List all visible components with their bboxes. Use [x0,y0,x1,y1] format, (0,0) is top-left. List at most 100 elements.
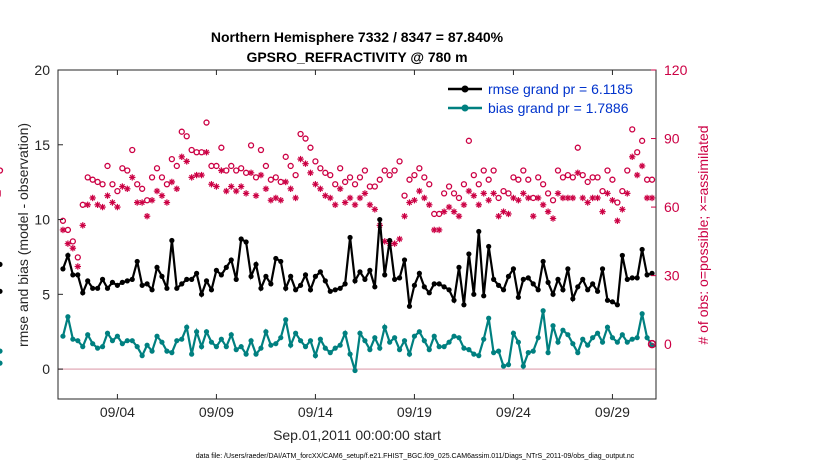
bias-point [337,342,343,348]
bias-point [495,348,502,354]
assimilated-point [287,185,294,193]
possible-point [356,174,364,181]
rmse-point [392,276,398,282]
possible-point [203,119,210,126]
y2-tick-label: 60 [664,199,680,215]
possible-point [455,194,463,202]
bias-point [362,338,368,344]
possible-point [341,178,349,186]
possible-point [485,176,492,183]
rmse-point [491,276,497,282]
bias-point [174,338,180,344]
bias-point [268,342,274,348]
possible-point [233,167,240,174]
bias-point [312,353,319,359]
possible-point [292,171,299,179]
assimilated-point [228,183,235,190]
assimilated-point [609,197,616,204]
possible-point [104,162,111,170]
rmse-point [149,287,155,293]
assimilated-point [450,208,458,215]
rmse-point [198,291,205,297]
rmse-point [129,276,135,282]
possible-point [84,174,91,181]
rmse-point [367,267,373,273]
bias-point [416,329,422,335]
rmse-point [387,237,393,244]
y-tick-label: 0 [42,361,50,377]
possible-point [183,133,190,140]
possible-point [396,158,403,165]
assimilated-point [79,222,86,229]
rmse-point [580,276,586,282]
possible-point [252,174,260,181]
possible-point [312,158,319,165]
rmse-point [416,270,422,276]
assimilated-point [277,197,284,204]
bias-point [644,335,650,341]
rmse-point [411,282,418,288]
bias-point [515,339,521,345]
possible-point [0,167,4,174]
rmse-point [649,270,655,276]
rmse-point [515,294,521,300]
possible-point [94,178,101,186]
possible-point [539,181,547,188]
possible-point [337,165,344,172]
rmse-point [436,281,442,287]
possible-point [614,199,621,206]
rmse-point [396,275,403,281]
bias-point [179,336,185,342]
bias-point [609,335,616,341]
assimilated-point [124,185,131,193]
bias-point [476,353,482,359]
bias-point [129,338,135,344]
assimilated-point [104,192,111,199]
rmse-point [154,264,160,270]
bias-point [243,351,249,357]
bias-point [619,332,625,338]
rmse-point [218,272,224,278]
assimilated-point [470,192,478,199]
assimilated-point [74,263,82,270]
rmse-point [169,237,175,244]
assimilated-point [332,201,339,208]
rmse-point [352,278,358,284]
y-tick-label: 15 [34,137,50,153]
assimilated-point [638,162,646,170]
x-tick-label: 09/09 [199,404,234,420]
rmse-point [75,272,81,278]
bias-point [466,347,472,353]
bias-point [396,347,403,353]
bias-point [213,344,220,350]
rmse-point [614,302,620,308]
bias-point [357,330,363,336]
possible-point [148,174,156,181]
x-axis-label: Sep.01,2011 00:00:00 start [273,427,441,443]
assimilated-point [455,213,463,220]
assimilated-point [406,199,413,206]
legend-rmse-label: rmse grand pr = 6.1185 [488,81,633,97]
bias-point [441,344,447,350]
assimilated-point [505,210,512,218]
rmse-point [238,236,244,242]
assimilated-point [544,208,552,215]
rmse-point [500,287,507,293]
assimilated-point [445,203,453,211]
bias-point [520,363,526,369]
y2-tick-label: 0 [664,336,672,352]
legend-rmse-marker [461,85,469,93]
bias-point [327,350,333,356]
possible-point [411,171,418,179]
assimilated-point [84,201,91,208]
bias-point [332,345,338,351]
y-tick-label: 10 [34,212,50,228]
bias-point [60,333,66,339]
assimilated-point [69,245,77,252]
assimilated-point [411,197,418,204]
bias-point [194,329,200,335]
assimilated-point [465,187,473,195]
rmse-point [174,285,180,291]
rmse-point [540,258,546,265]
bias-point [560,327,566,333]
